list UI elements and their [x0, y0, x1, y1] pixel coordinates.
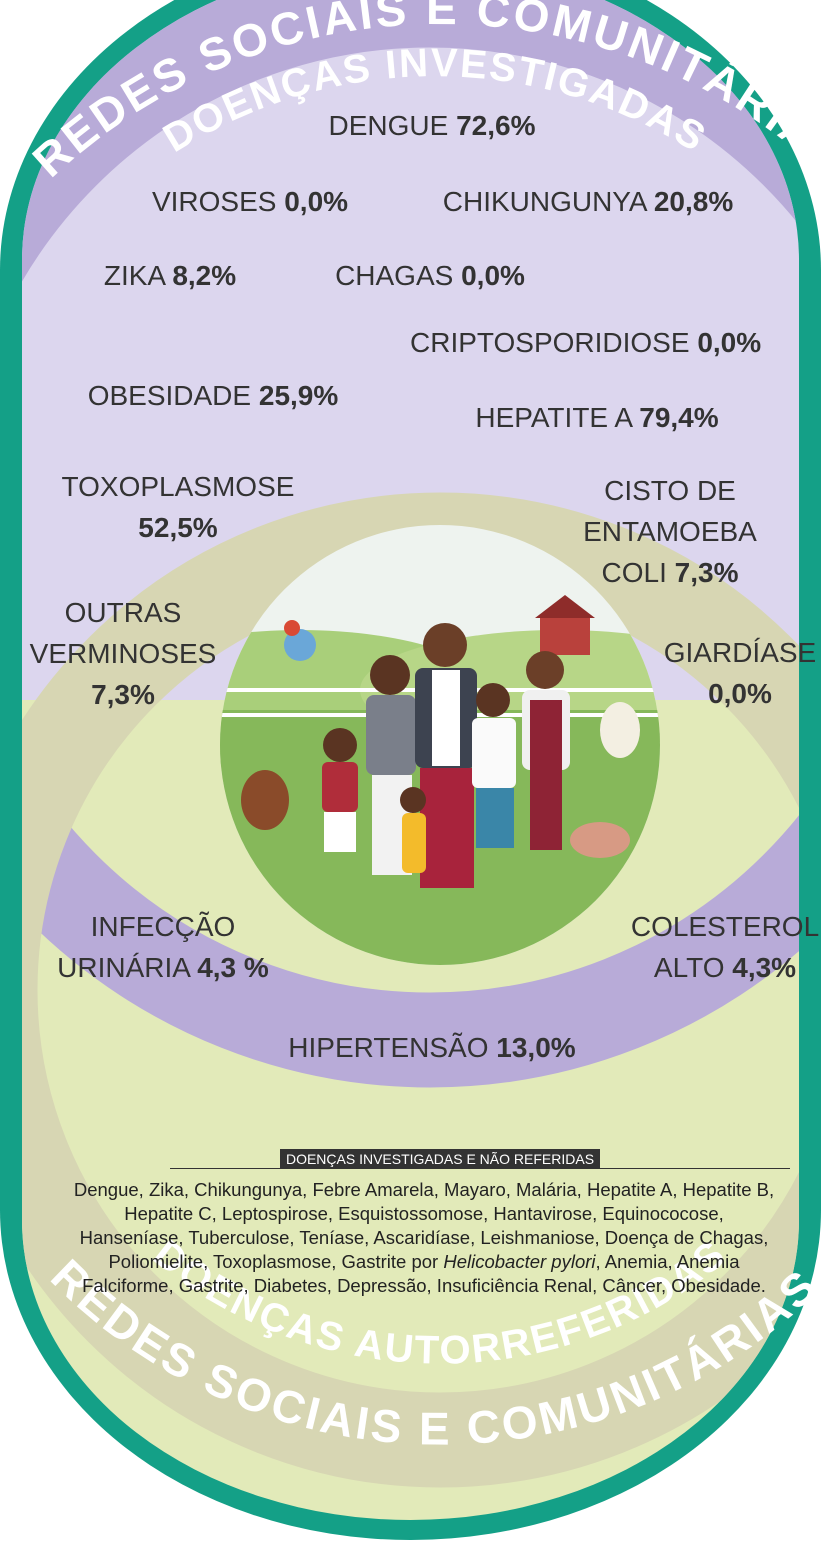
disease-name: DENGUE	[329, 110, 449, 141]
disease-label: ALTO 4,3%	[654, 952, 796, 983]
disease-labels: DENGUE 72,6% VIROSES 0,0% CHIKUNGUNYA 20,8…	[30, 110, 819, 1063]
space	[724, 952, 732, 983]
disease-value: 7,3%	[91, 679, 155, 710]
disease-name: HEPATITE A	[475, 402, 633, 433]
disease-name: CISTO DE	[604, 475, 736, 506]
box-title-text: DOENÇAS INVESTIGADAS E NÃO REFERIDAS	[279, 1149, 601, 1169]
disease-value: 52,5%	[138, 512, 217, 543]
disease-value: 72,6%	[456, 110, 535, 141]
disease-name: ALTO	[654, 952, 725, 983]
disease-name: CRIPTOSPORIDIOSE	[410, 327, 690, 358]
disease-value: 20,8%	[654, 186, 733, 217]
disease-value: 79,4%	[639, 402, 718, 433]
disease-label: INFECÇÃO	[91, 911, 236, 942]
disease-label: ENTAMOEBA	[583, 516, 757, 547]
disease-label: CHIKUNGUNYA 20,8%	[443, 186, 734, 217]
disease-name: CHAGAS	[335, 260, 453, 291]
disease-name: OUTRAS	[65, 597, 182, 628]
space	[448, 110, 456, 141]
disease-value: 4,3%	[732, 952, 796, 983]
text-before: Dengue, Zika, Chikungunya, Febre Amarela…	[73, 1179, 775, 1272]
disease-label: 0,0%	[708, 678, 772, 709]
disease-label: 52,5%	[138, 512, 217, 543]
space	[251, 380, 259, 411]
text-after: , Anemia, Anemia Falciforme, Gastrite, D…	[82, 1251, 766, 1296]
space	[453, 260, 461, 291]
top-band	[22, 0, 799, 1088]
disease-name: COLESTEROL	[631, 911, 819, 942]
disease-value: 13,0%	[496, 1032, 575, 1063]
space	[189, 952, 197, 983]
box-text: Dengue, Zika, Chikungunya, Febre Amarela…	[70, 1178, 778, 1298]
disease-value: 25,9%	[259, 380, 338, 411]
space	[690, 327, 698, 358]
disease-name: ZIKA	[104, 260, 167, 291]
disease-value: 8,2%	[172, 260, 236, 291]
disease-value: 0,0%	[461, 260, 525, 291]
disease-name: URINÁRIA	[57, 952, 191, 983]
disease-label: DENGUE 72,6%	[329, 110, 536, 141]
disease-value: 7,3%	[675, 557, 739, 588]
disease-label: OUTRAS	[65, 597, 182, 628]
disease-name: VERMINOSES	[30, 638, 217, 669]
disease-label: COLESTEROL	[631, 911, 819, 942]
space	[631, 402, 639, 433]
disease-label: HEPATITE A 79,4%	[475, 402, 718, 433]
disease-name: CHIKUNGUNYA	[443, 186, 648, 217]
disease-label: COLI 7,3%	[602, 557, 739, 588]
disease-value: 0,0%	[697, 327, 761, 358]
space	[646, 186, 654, 217]
disease-value: 0,0%	[284, 186, 348, 217]
disease-name: INFECÇÃO	[91, 911, 236, 942]
space	[276, 186, 284, 217]
disease-label: ZIKA 8,2%	[104, 260, 236, 291]
disease-name: TOXOPLASMOSE	[62, 471, 295, 502]
disease-label: URINÁRIA 4,3 %	[57, 952, 269, 983]
space	[165, 260, 173, 291]
disease-name: VIROSES	[152, 186, 276, 217]
text-italic: Helicobacter pylori	[443, 1251, 596, 1272]
disease-label: VERMINOSES	[30, 638, 217, 669]
disease-name: ENTAMOEBA	[583, 516, 757, 547]
box-title: DOENÇAS INVESTIGADAS E NÃO REFERIDAS	[230, 1149, 650, 1169]
disease-label: CRIPTOSPORIDIOSE 0,0%	[410, 327, 761, 358]
disease-value: 0,0%	[708, 678, 772, 709]
disease-label: GIARDÍASE	[664, 637, 816, 668]
disease-label: 7,3%	[91, 679, 155, 710]
disease-label: HIPERTENSÃO 13,0%	[288, 1032, 575, 1063]
disease-name: OBESIDADE	[88, 380, 251, 411]
disease-label: VIROSES 0,0%	[152, 186, 348, 217]
disease-value: 4,3 %	[197, 952, 269, 983]
disease-name: COLI	[602, 557, 667, 588]
disease-label: CHAGAS 0,0%	[335, 260, 525, 291]
space	[667, 557, 675, 588]
disease-name: HIPERTENSÃO	[288, 1032, 488, 1063]
disease-label: CISTO DE	[604, 475, 736, 506]
space	[489, 1032, 497, 1063]
disease-label: TOXOPLASMOSE	[62, 471, 295, 502]
disease-name: GIARDÍASE	[664, 637, 816, 668]
disease-label: OBESIDADE 25,9%	[88, 380, 339, 411]
